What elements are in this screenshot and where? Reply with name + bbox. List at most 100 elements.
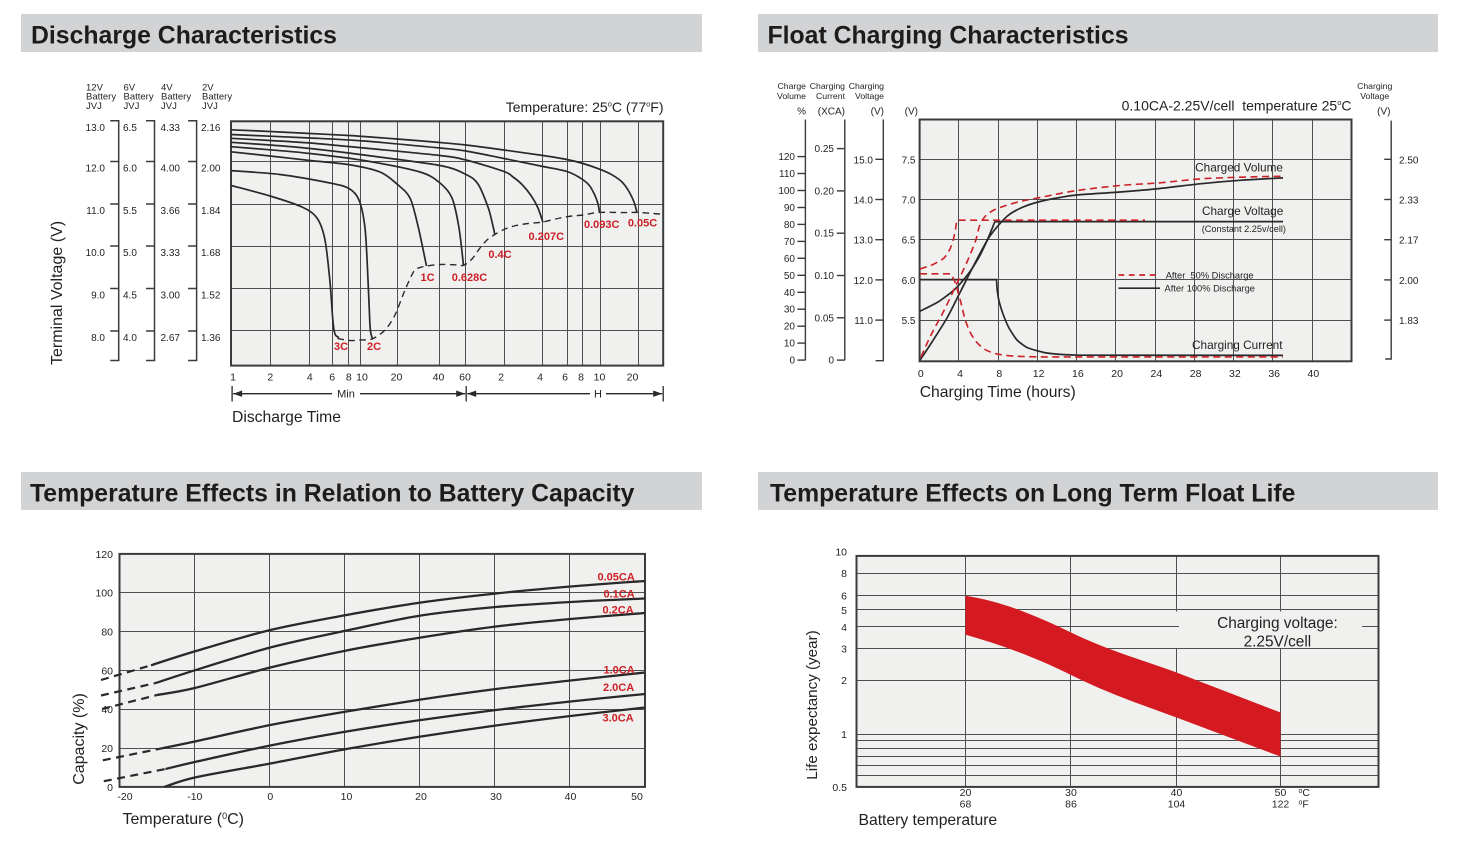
svg-text:0.10CA-2.25V/cell temperature: 0.10CA-2.25V/cell temperature 25oC [1122,98,1352,114]
svg-text:(Constant 2.25v/cell): (Constant 2.25v/cell) [1202,224,1286,234]
svg-text:(V): (V) [905,107,918,118]
svg-text:40: 40 [784,288,796,299]
svg-text:32: 32 [1229,368,1241,380]
svg-text:8: 8 [346,372,352,384]
svg-text:oF: oF [1299,799,1309,811]
svg-text:4: 4 [841,622,847,634]
svg-text:12: 12 [1033,368,1045,380]
svg-text:Battery: Battery [202,92,232,103]
svg-text:8: 8 [841,568,847,580]
svg-text:Temperature Effects in Relatio: Temperature Effects in Relation to Batte… [30,481,635,508]
svg-text:0.05C: 0.05C [628,217,657,229]
svg-text:0.1CA: 0.1CA [604,589,635,601]
svg-text:10: 10 [341,791,353,803]
svg-text:6: 6 [329,372,335,384]
svg-text:2.0CA: 2.0CA [603,682,634,694]
svg-text:2.25V/cell: 2.25V/cell [1244,634,1312,651]
svg-text:50: 50 [631,791,643,803]
svg-text:40: 40 [101,704,113,716]
svg-text:12V: 12V [86,83,104,94]
svg-text:0: 0 [828,356,834,367]
svg-text:9.0: 9.0 [91,291,105,302]
svg-text:1C: 1C [420,272,434,284]
svg-text:104: 104 [1168,799,1186,811]
svg-text:%: % [797,107,806,118]
svg-text:0.10: 0.10 [815,271,835,282]
svg-text:2: 2 [841,675,847,687]
svg-text:Charging Current: Charging Current [1192,338,1283,352]
svg-text:3.66: 3.66 [161,206,181,217]
svg-text:Voltage: Voltage [855,91,884,101]
svg-text:0.4C: 0.4C [488,249,511,261]
svg-text:Charge: Charge [778,81,807,91]
svg-text:30: 30 [1065,787,1077,799]
svg-text:0.628C: 0.628C [452,272,488,284]
svg-text:80: 80 [784,220,796,231]
svg-text:Charged Volume: Charged Volume [1195,161,1283,175]
svg-text:2.33: 2.33 [1399,196,1419,207]
svg-text:11.0: 11.0 [854,316,873,327]
svg-text:122: 122 [1272,799,1290,811]
svg-text:0.05: 0.05 [815,313,835,324]
svg-text:20: 20 [415,791,427,803]
svg-text:Life expectancy (year): Life expectancy (year) [804,630,821,779]
svg-text:Charging: Charging [849,81,884,91]
svg-text:Volume: Volume [777,91,806,101]
svg-text:30: 30 [784,305,796,316]
svg-text:60: 60 [784,254,796,265]
svg-text:7.5: 7.5 [902,155,916,166]
svg-text:86: 86 [1065,799,1077,811]
svg-text:Charging Time (hours): Charging Time (hours) [920,384,1076,401]
svg-text:14.0: 14.0 [854,196,874,207]
svg-text:Temperature: 25oC (77oF): Temperature: 25oC (77oF) [506,99,664,115]
svg-text:3.00: 3.00 [161,291,181,302]
svg-text:30: 30 [490,791,502,803]
svg-text:After 100% Discharge: After 100% Discharge [1165,284,1255,294]
svg-text:1.84: 1.84 [201,206,221,217]
svg-text:10: 10 [356,372,368,384]
svg-text:-20: -20 [117,791,132,803]
svg-text:12.0: 12.0 [86,164,106,175]
svg-text:20: 20 [627,372,639,384]
svg-text:Charging: Charging [810,81,845,91]
svg-text:50: 50 [784,271,796,282]
svg-text:2C: 2C [367,341,381,353]
svg-text:-10: -10 [187,791,202,803]
svg-text:6.0: 6.0 [123,164,137,175]
svg-text:JVJ: JVJ [86,101,102,112]
svg-text:13.0: 13.0 [86,123,106,134]
svg-text:2.16: 2.16 [201,123,221,134]
svg-text:0.5: 0.5 [832,782,847,794]
svg-text:2: 2 [267,372,273,384]
svg-text:16: 16 [1072,368,1084,380]
svg-text:6: 6 [841,590,847,602]
svg-text:2V: 2V [202,83,214,94]
svg-text:JVJ: JVJ [124,101,140,112]
svg-text:5.0: 5.0 [123,248,137,259]
svg-text:Charge Voltage: Charge Voltage [1202,204,1284,218]
svg-text:3: 3 [841,644,847,656]
svg-text:H: H [594,388,602,400]
svg-text:6: 6 [562,372,568,384]
svg-text:2.50: 2.50 [1399,155,1419,166]
svg-text:90: 90 [784,203,796,214]
svg-text:8: 8 [996,368,1002,380]
svg-text:0.05CA: 0.05CA [598,572,635,584]
svg-text:6.5: 6.5 [902,236,916,247]
svg-text:8.0: 8.0 [91,333,105,344]
svg-text:0: 0 [918,368,924,380]
svg-text:2.00: 2.00 [201,164,221,175]
svg-text:40: 40 [433,372,445,384]
svg-text:68: 68 [960,799,972,811]
svg-text:Discharge Characteristics: Discharge Characteristics [31,23,337,50]
svg-text:40: 40 [565,791,577,803]
svg-text:80: 80 [101,627,113,639]
svg-text:JVJ: JVJ [161,101,177,112]
svg-text:Capacity (%): Capacity (%) [71,693,88,785]
svg-text:20: 20 [784,322,796,333]
svg-text:1.36: 1.36 [201,333,221,344]
svg-text:6V: 6V [124,83,136,94]
svg-text:60: 60 [459,372,471,384]
svg-text:3.0CA: 3.0CA [603,713,634,725]
svg-text:1: 1 [841,729,847,741]
